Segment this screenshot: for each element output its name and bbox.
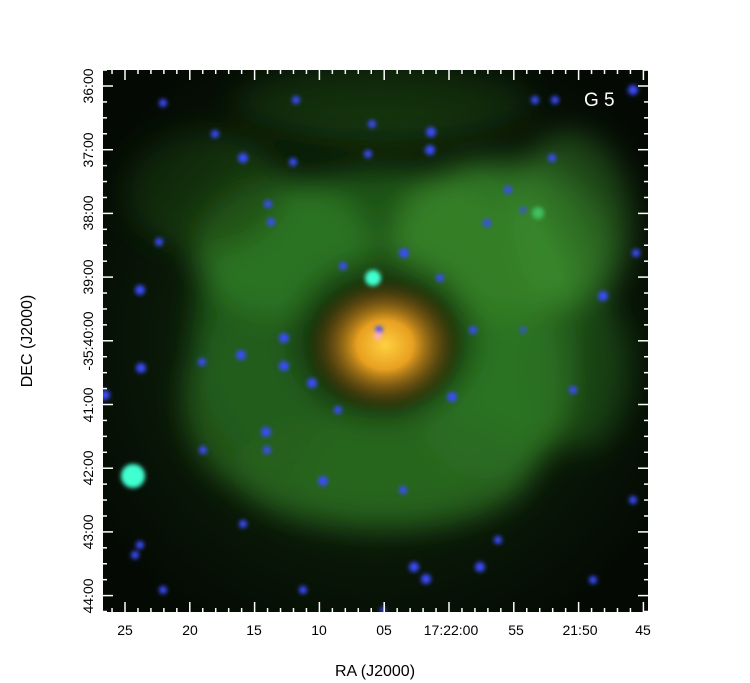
x-tick-label: 05	[376, 622, 392, 638]
star	[399, 248, 409, 258]
star	[531, 96, 539, 104]
x-axis-label: RA (J2000)	[334, 663, 416, 680]
star	[447, 392, 457, 402]
x-tick-label: 17:22:00	[423, 622, 479, 638]
bright-star	[374, 332, 382, 340]
star	[548, 154, 556, 162]
star	[475, 562, 485, 572]
star	[136, 541, 144, 549]
star	[239, 520, 247, 528]
stars	[103, 85, 640, 612]
x-tick-label: 10	[311, 622, 327, 638]
star	[289, 158, 297, 166]
star	[199, 446, 207, 454]
star	[409, 562, 419, 572]
star	[425, 145, 435, 155]
bright-star	[121, 464, 145, 488]
object-label: G 5	[584, 90, 615, 111]
star	[238, 153, 248, 163]
star	[159, 586, 167, 594]
bright-star	[365, 270, 381, 286]
y-tick-label: 42:00	[80, 450, 96, 486]
y-axis-label: DEC (J2000)	[19, 294, 36, 388]
star	[292, 96, 300, 104]
star	[135, 285, 145, 295]
star	[279, 361, 289, 371]
false-color-image	[103, 70, 648, 612]
y-tick-label: 38:00	[80, 195, 96, 231]
star	[334, 406, 342, 414]
star	[198, 358, 206, 366]
star	[494, 536, 502, 544]
star	[236, 350, 246, 360]
star	[103, 390, 110, 400]
star	[399, 486, 407, 494]
star	[629, 496, 637, 504]
y-tick-label: 39:00	[80, 259, 96, 295]
star	[375, 326, 383, 334]
axis-ticks	[103, 70, 648, 612]
star	[632, 249, 640, 257]
x-tick-label: 20	[182, 622, 198, 638]
star	[551, 96, 559, 104]
star	[520, 207, 526, 213]
star	[267, 218, 275, 226]
x-tick-label: 21:50	[562, 622, 598, 638]
star	[339, 262, 347, 270]
y-tick-label: 44:00	[80, 578, 96, 614]
astronomical-image	[103, 70, 648, 612]
star	[364, 150, 372, 158]
star	[569, 386, 577, 394]
star	[368, 120, 376, 128]
star	[136, 363, 146, 373]
star	[426, 127, 436, 137]
star	[421, 574, 431, 584]
star	[628, 85, 638, 95]
star	[131, 551, 139, 559]
star	[299, 586, 307, 594]
x-tick-label: 25	[117, 622, 133, 638]
star	[504, 186, 512, 194]
star	[264, 200, 272, 208]
y-tick-label: -35:40:00	[80, 311, 96, 371]
y-tick-label: 41:00	[80, 386, 96, 423]
bright-star	[532, 207, 544, 219]
star	[436, 274, 444, 282]
x-tick-label: 55	[508, 622, 524, 638]
star	[318, 476, 328, 486]
star	[469, 326, 477, 334]
star	[483, 219, 491, 227]
y-tick-label: 43:00	[80, 514, 96, 550]
star	[261, 427, 271, 437]
star	[159, 99, 167, 107]
star	[155, 238, 163, 246]
star	[598, 291, 608, 301]
star	[279, 333, 289, 343]
star	[307, 378, 317, 388]
star	[589, 576, 597, 584]
x-tick-label: 15	[246, 622, 262, 638]
y-tick-label: 36:00	[80, 68, 96, 104]
x-tick-label: 45	[635, 622, 651, 638]
star	[520, 327, 526, 333]
star	[263, 446, 271, 454]
star	[211, 130, 219, 138]
y-tick-label: 37:00	[80, 132, 96, 168]
